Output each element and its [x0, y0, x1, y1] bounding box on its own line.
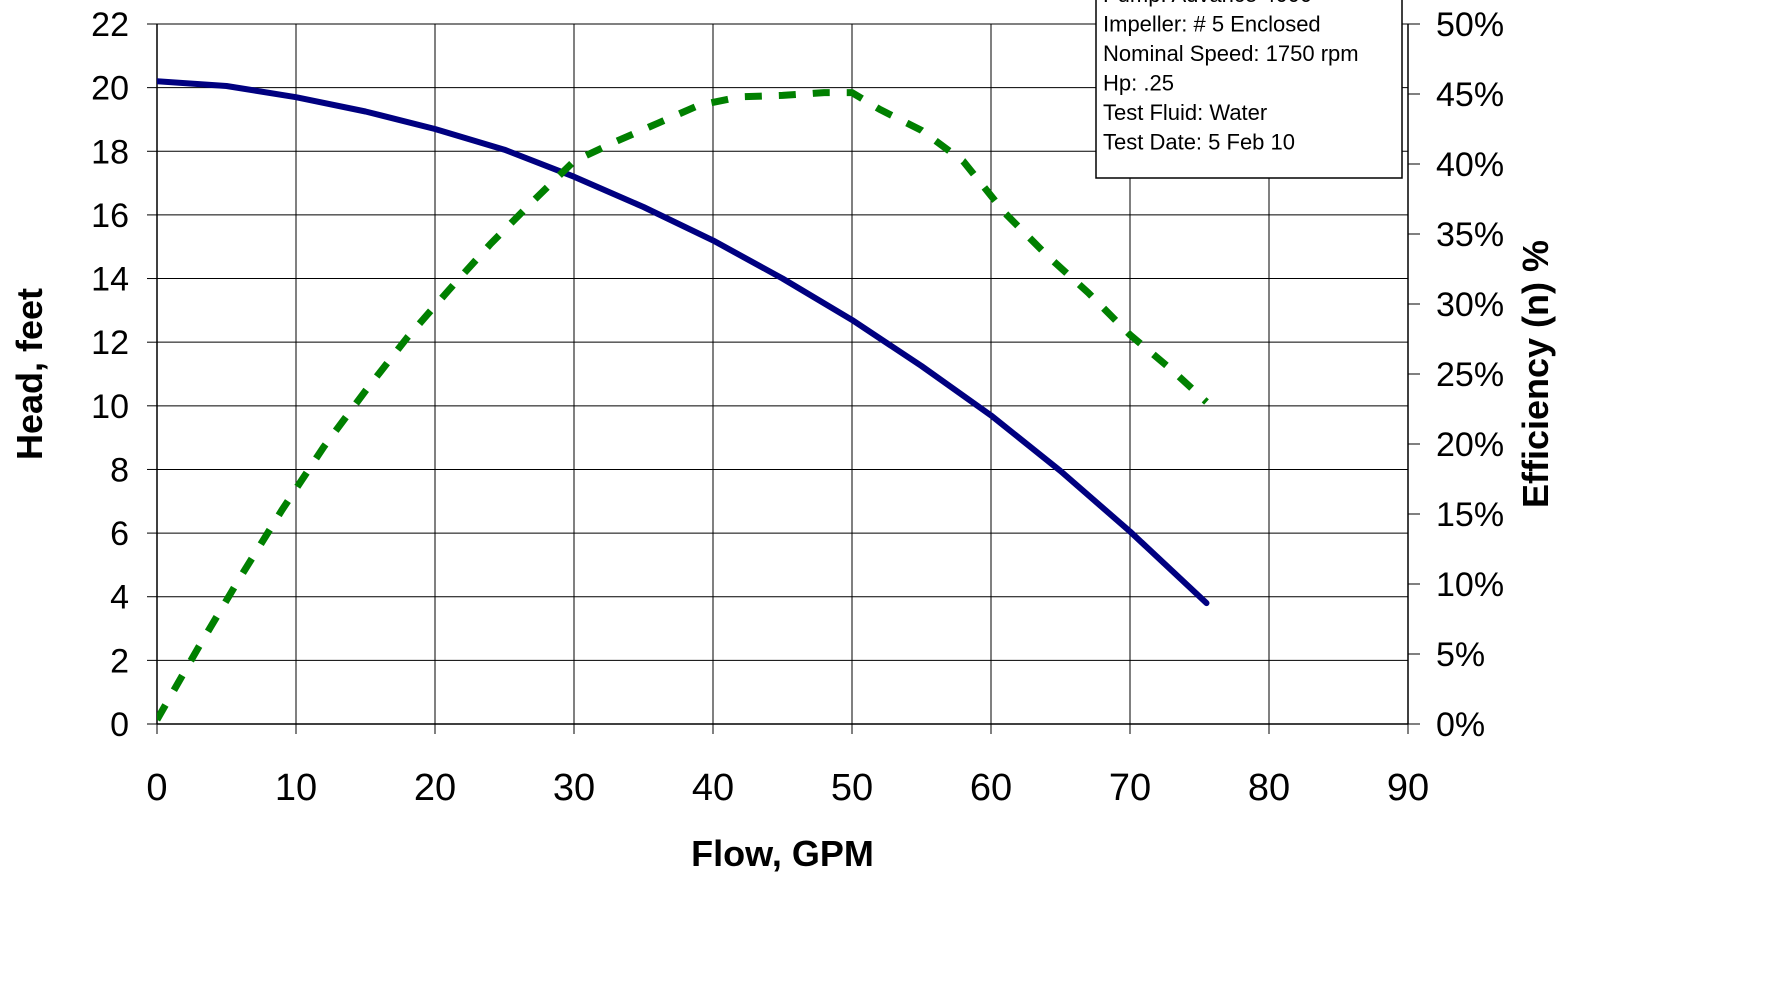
y-tick-label: 12	[91, 324, 129, 362]
y2-tick-label: 15%	[1436, 496, 1504, 534]
x-tick-label: 20	[414, 767, 456, 809]
axes	[147, 23, 1420, 734]
info-box-line: Impeller: # 5 Enclosed	[1103, 12, 1321, 37]
x-tick-label: 90	[1387, 767, 1429, 809]
info-box-line: Test Date: 5 Feb 10	[1103, 130, 1295, 155]
y2-tick-label: 35%	[1436, 216, 1504, 254]
x-tick-label: 60	[970, 767, 1012, 809]
y2-tick-label: 40%	[1436, 146, 1504, 184]
x-tick-label: 30	[553, 767, 595, 809]
y-tick-label: 22	[91, 6, 129, 44]
info-box-line: Test Fluid: Water	[1103, 100, 1267, 125]
x-tick-label: 40	[692, 767, 734, 809]
y2-tick-label: 0%	[1436, 706, 1485, 744]
info-box-frame	[1095, 0, 1403, 179]
head-curve	[157, 78, 1210, 607]
tick-labels: 0 2 4 6 8 10 12 14 16 18 20 22 0 10 20 30 40 50 60 70 80 900%…	[91, 6, 1504, 809]
x-axis-title: Flow, GPM	[691, 833, 874, 874]
y2-tick-label: 30%	[1436, 286, 1504, 324]
y-tick-label: 20	[91, 70, 129, 108]
y-tick-label: 0	[110, 706, 129, 744]
efficiency-curve	[157, 89, 1209, 722]
y-tick-label: 2	[110, 642, 129, 680]
y-tick-label: 10	[91, 388, 129, 426]
y2-tick-label: 20%	[1436, 426, 1504, 464]
y-tick-label: 6	[110, 515, 129, 553]
series-group	[157, 78, 1210, 722]
y-tick-label: 8	[110, 451, 129, 489]
x-tick-label: 80	[1248, 767, 1290, 809]
y2-tick-label: 25%	[1436, 356, 1504, 394]
y2-tick-label: 5%	[1436, 636, 1485, 674]
y-tick-label: 14	[91, 261, 129, 299]
y2-tick-label: 10%	[1436, 566, 1504, 604]
y-tick-label: 16	[91, 197, 129, 235]
info-box-line: Pump: Advance 4000	[1103, 0, 1312, 7]
y2-axis-title: Efficiency (n) %	[1515, 240, 1556, 508]
x-tick-label: 10	[275, 767, 317, 809]
y-tick-label: 4	[110, 579, 129, 617]
info-box-line: Nominal Speed: 1750 rpm	[1103, 41, 1359, 66]
y2-tick-label: 45%	[1436, 76, 1504, 114]
pump-info-box: Pump: Advance 4000 Impeller: # 5 Enclosed…	[1095, 0, 1403, 179]
y-axis-title: Head, feet	[9, 288, 50, 460]
x-tick-label: 0	[146, 767, 167, 809]
x-tick-label: 70	[1109, 767, 1151, 809]
x-tick-label: 50	[831, 767, 873, 809]
y-tick-label: 18	[91, 133, 129, 171]
info-box-line: Hp: .25	[1103, 71, 1174, 96]
y2-tick-label: 50%	[1436, 6, 1504, 44]
